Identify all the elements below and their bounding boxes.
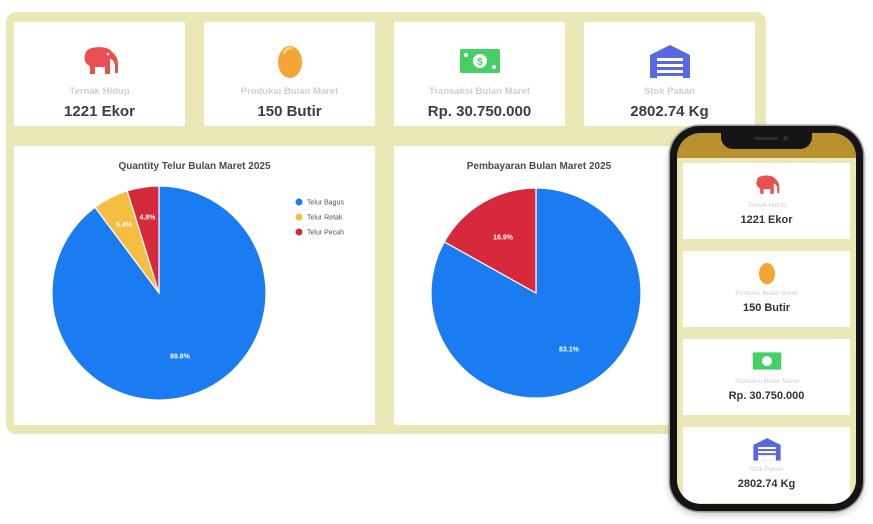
- mobile-stat-card-transactions[interactable]: Transaksi Bulan Maret Rp. 30.750.000: [683, 339, 850, 415]
- warehouse-icon: [648, 42, 692, 80]
- legend-marker: [295, 213, 303, 221]
- stat-label: Transaksi Bulan Maret: [734, 378, 799, 385]
- stat-label: Stok Pakan: [643, 86, 696, 97]
- egg-quantity-pie: 89.8% 5.4% 4.8% Telur Bagus Telur Retak Telur…: [51, 185, 344, 401]
- payment-pie: 83.1% 16.9%: [430, 187, 642, 399]
- egg-icon: [752, 260, 782, 286]
- money-icon: $: [458, 42, 502, 80]
- money-icon: [752, 348, 782, 374]
- stat-label: Produksi Bulan Maret: [735, 290, 798, 297]
- stat-label: Ternak Hidup: [69, 86, 130, 97]
- pie-slice-label: 16.9%: [493, 234, 514, 241]
- stat-card-feed-stock[interactable]: Stok Pakan 2802.74 Kg: [584, 22, 755, 126]
- egg-icon: [268, 42, 312, 80]
- stat-value: 1221 Ekor: [740, 214, 793, 226]
- chart-title: Pembayaran Bulan Maret 2025: [466, 161, 612, 172]
- egg-quantity-chart: Quantity Telur Bulan Maret 2025 89.8% 5.4…: [14, 146, 375, 425]
- stat-value: 150 Butir: [257, 103, 322, 120]
- payment-chart: Pembayaran Bulan Maret 2025 83.1% 16.9%: [394, 146, 684, 425]
- pie-slice-label: 5.4%: [116, 222, 133, 229]
- legend-label[interactable]: Telur Retak: [307, 215, 343, 222]
- stat-label: Ternak Hidup: [747, 202, 786, 209]
- phone-mockup: Ternak Hidup 1221 Ekor Produksi Bulan Ma…: [670, 126, 863, 511]
- legend-label[interactable]: Telur Pecah: [307, 230, 344, 237]
- pie-slice[interactable]: [126, 185, 160, 294]
- mobile-stat-card-feed-stock[interactable]: Stok Pakan 2802.74 Kg: [683, 427, 850, 503]
- pie-slice[interactable]: [443, 187, 537, 295]
- svg-text:$: $: [477, 57, 483, 68]
- legend-marker: [295, 228, 303, 236]
- dashboard-panel: Ternak Hidup 1221 Ekor Produksi Bulan Ma…: [6, 12, 766, 434]
- stat-value: 150 Butir: [742, 302, 791, 314]
- stat-label: Stok Pakan: [749, 466, 784, 473]
- stat-value: 2802.74 Kg: [630, 103, 709, 120]
- stat-value: Rp. 30.750.000: [427, 103, 532, 120]
- elephant-icon: [752, 172, 782, 198]
- legend-label[interactable]: Telur Bagus: [307, 200, 344, 207]
- pie-slice-label: 83.1%: [559, 347, 580, 354]
- pie-slice-label: 89.8%: [170, 353, 191, 360]
- pie-slice-label: 4.8%: [139, 214, 156, 221]
- stat-value: Rp. 30.750.000: [728, 390, 805, 402]
- chart-title: Quantity Telur Bulan Maret 2025: [118, 161, 271, 172]
- stat-label: Transaksi Bulan Maret: [429, 86, 530, 97]
- speaker: [754, 137, 778, 140]
- stat-card-production[interactable]: Produksi Bulan Maret 150 Butir: [204, 22, 375, 126]
- phone-screen: Ternak Hidup 1221 Ekor Produksi Bulan Ma…: [677, 133, 856, 504]
- mobile-stat-card-livestock[interactable]: Ternak Hidup 1221 Ekor: [683, 163, 850, 239]
- mobile-stat-card-production[interactable]: Produksi Bulan Maret 150 Butir: [683, 251, 850, 327]
- stat-label: Produksi Bulan Maret: [240, 86, 339, 97]
- stat-card-transactions[interactable]: $ Transaksi Bulan Maret Rp. 30.750.000: [394, 22, 565, 126]
- stat-value: 1221 Ekor: [64, 103, 135, 120]
- elephant-icon: [78, 42, 122, 80]
- stat-card-livestock[interactable]: Ternak Hidup 1221 Ekor: [14, 22, 185, 126]
- warehouse-icon: [752, 436, 782, 462]
- phone-notch: [721, 133, 812, 149]
- legend-marker: [295, 198, 303, 206]
- front-camera: [783, 136, 788, 141]
- stat-value: 2802.74 Kg: [737, 478, 796, 490]
